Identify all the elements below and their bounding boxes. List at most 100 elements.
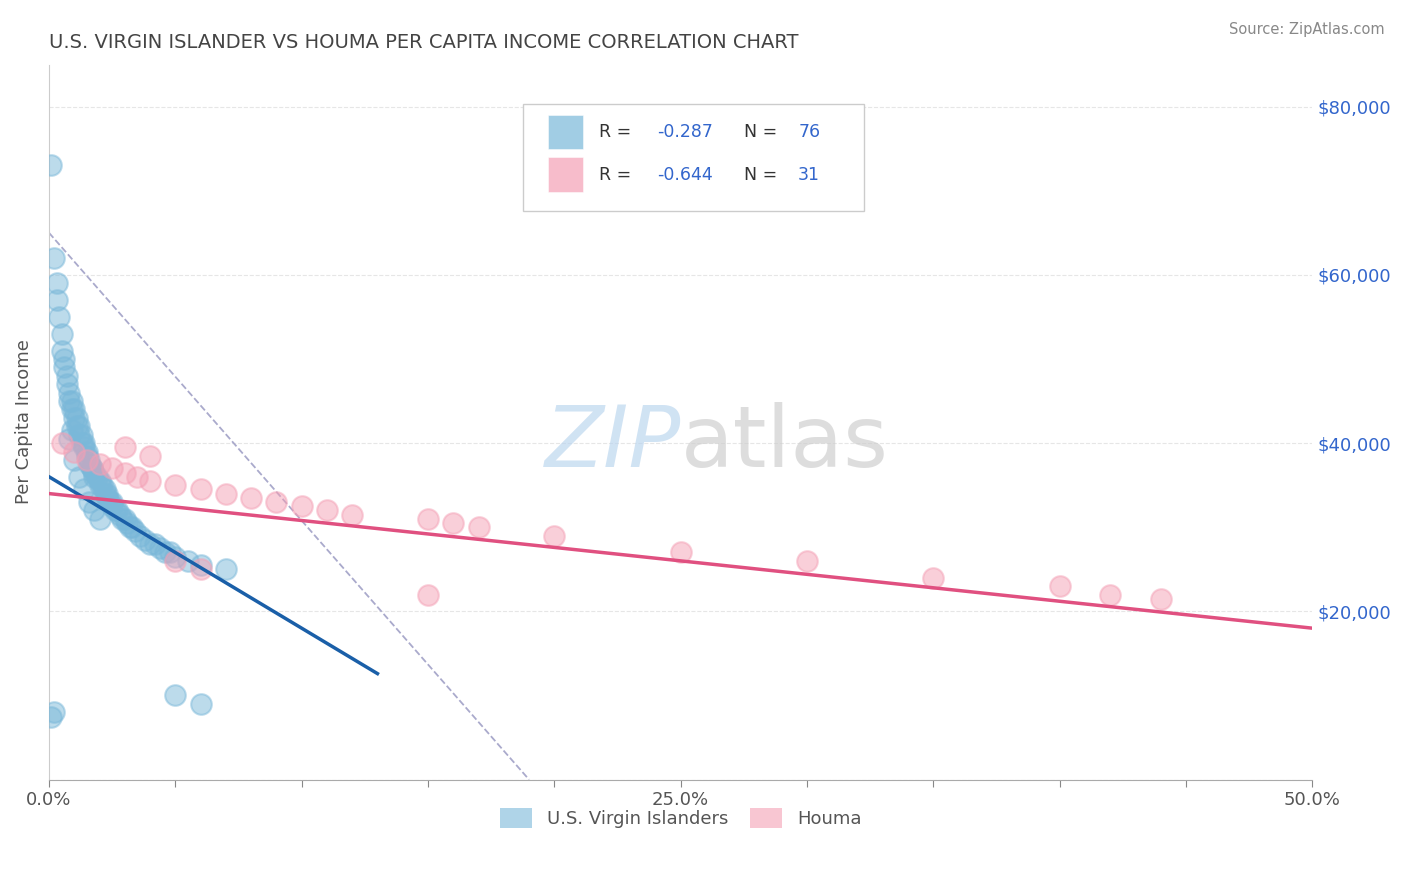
Point [114, 512, 136, 526]
Point [73, 440, 96, 454]
Text: -0.287: -0.287 [657, 123, 713, 141]
Point [53, 360, 76, 375]
Point [63, 402, 86, 417]
Point [93, 483, 115, 497]
Point [190, 697, 212, 711]
Point [51, 326, 73, 341]
Point [98, 495, 121, 509]
Text: atlas: atlas [681, 402, 889, 485]
Point [96, 491, 118, 505]
Point [89, 457, 111, 471]
Text: 31: 31 [799, 166, 820, 184]
Point [190, 562, 212, 576]
Point [58, 385, 80, 400]
Point [42, 706, 65, 720]
Point [159, 545, 181, 559]
Point [70, 427, 93, 442]
Point [79, 495, 101, 509]
Point [67, 469, 90, 483]
Point [165, 478, 187, 492]
Point [101, 461, 124, 475]
Point [266, 495, 288, 509]
Point [149, 541, 172, 556]
Point [55, 368, 77, 383]
Point [55, 377, 77, 392]
Point [467, 520, 489, 534]
Point [67, 427, 90, 442]
Text: R =: R = [599, 123, 637, 141]
Point [48, 310, 70, 324]
Point [66, 410, 89, 425]
Point [240, 491, 263, 505]
Point [67, 419, 90, 434]
Point [42, 251, 65, 265]
Point [83, 503, 105, 517]
Point [111, 512, 134, 526]
Point [1049, 579, 1071, 593]
Bar [548, 158, 583, 192]
Point [41, 158, 63, 172]
Point [73, 436, 96, 450]
Text: N =: N = [744, 123, 783, 141]
Point [190, 483, 212, 497]
Point [118, 520, 141, 534]
Point [60, 402, 83, 417]
Point [114, 440, 136, 454]
Text: U.S. VIRGIN ISLANDER VS HOUMA PER CAPITA INCOME CORRELATION CHART: U.S. VIRGIN ISLANDER VS HOUMA PER CAPITA… [49, 33, 799, 52]
Point [89, 512, 111, 526]
Point [58, 432, 80, 446]
Point [80, 461, 103, 475]
Point [215, 486, 238, 500]
Point [104, 503, 127, 517]
Point [63, 453, 86, 467]
Point [139, 537, 162, 551]
Point [105, 503, 128, 517]
Point [124, 524, 146, 539]
Point [89, 478, 111, 492]
Point [83, 466, 105, 480]
Point [177, 554, 200, 568]
Legend: U.S. Virgin Islanders, Houma: U.S. Virgin Islanders, Houma [492, 801, 869, 835]
Text: 76: 76 [799, 123, 820, 141]
Point [51, 436, 73, 450]
Point [93, 486, 115, 500]
Point [89, 474, 111, 488]
Point [1099, 588, 1122, 602]
Text: Source: ZipAtlas.com: Source: ZipAtlas.com [1229, 22, 1385, 37]
Point [416, 588, 439, 602]
Point [669, 545, 692, 559]
Point [60, 424, 83, 438]
Point [79, 453, 101, 467]
Point [45, 293, 67, 307]
FancyBboxPatch shape [523, 103, 863, 211]
Point [121, 520, 143, 534]
Point [76, 453, 98, 467]
Point [76, 449, 98, 463]
Point [316, 503, 339, 517]
Point [80, 461, 103, 475]
Point [108, 508, 131, 522]
Point [291, 499, 314, 513]
Point [70, 436, 93, 450]
Point [165, 689, 187, 703]
Point [83, 469, 105, 483]
Point [76, 444, 98, 458]
Point [117, 516, 139, 530]
Point [101, 495, 124, 509]
Point [796, 554, 818, 568]
Point [155, 545, 177, 559]
Point [340, 508, 363, 522]
Point [51, 343, 73, 358]
Text: N =: N = [744, 166, 783, 184]
Point [215, 562, 238, 576]
Point [91, 478, 114, 492]
Point [165, 554, 187, 568]
Point [134, 533, 156, 547]
Point [143, 537, 166, 551]
Text: R =: R = [599, 166, 637, 184]
Point [129, 528, 152, 542]
Point [45, 277, 67, 291]
Point [922, 571, 945, 585]
Text: -0.644: -0.644 [657, 166, 713, 184]
Point [543, 528, 565, 542]
